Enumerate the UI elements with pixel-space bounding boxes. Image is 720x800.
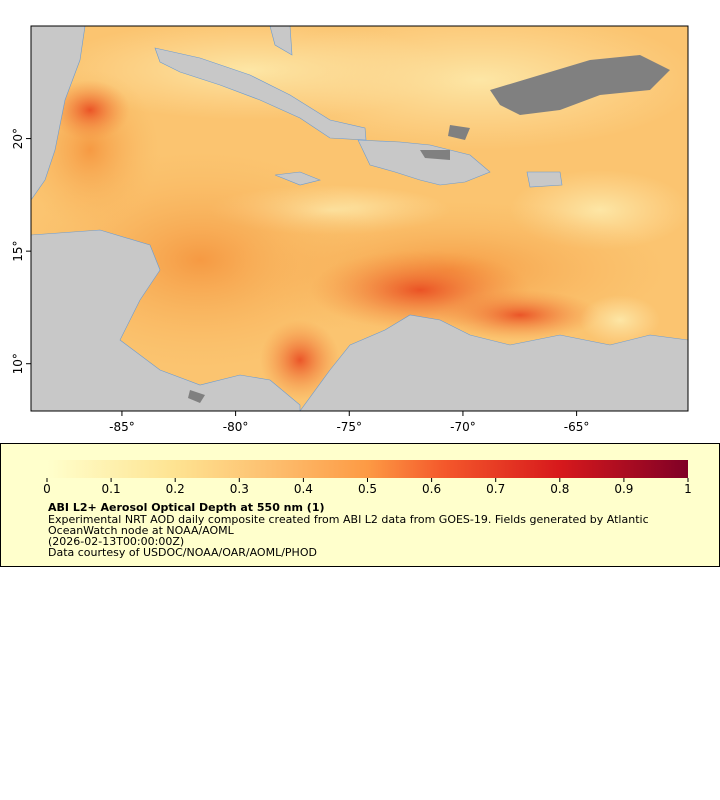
y-tick-label: 15°: [11, 241, 25, 262]
legend-line: (2026-02-13T00:00:00Z): [48, 535, 184, 548]
colorbar-tick-label: 1: [684, 482, 692, 496]
x-tick-label: -85°: [109, 420, 135, 434]
axes: -85° -80° -75° -70° -65° 10° 15° 20°: [11, 128, 589, 434]
colorbar-tick-label: 0.7: [486, 482, 505, 496]
y-tick-label: 10°: [11, 353, 25, 374]
colorbar-tick-label: 0.6: [422, 482, 441, 496]
colorbar-tick-label: 0.9: [614, 482, 633, 496]
colorbar-tick-label: 0.5: [358, 482, 377, 496]
legend-line: Data courtesy of USDOC/NOAA/OAR/AOML/PHO…: [48, 546, 317, 559]
colorbar-axis: 0 0.1 0.2 0.3 0.4 0.5 0.6 0.7 0.8 0.9 1: [43, 478, 692, 496]
map-image: [31, 26, 688, 411]
legend-line: Experimental NRT AOD daily composite cre…: [48, 513, 649, 526]
colorbar-tick-label: 0.3: [230, 482, 249, 496]
x-tick-label: -80°: [223, 420, 249, 434]
x-tick-label: -70°: [450, 420, 476, 434]
colorbar-tick-label: 0: [43, 482, 51, 496]
x-tick-label: -65°: [564, 420, 590, 434]
colorbar: [47, 460, 688, 478]
map-frame: [30, 25, 689, 412]
colorbar-tick-label: 0.2: [166, 482, 185, 496]
colorbar-tick-label: 0.8: [550, 482, 569, 496]
y-tick-label: 20°: [11, 128, 25, 149]
legend-line: OceanWatch node at NOAA/AOML: [48, 524, 235, 537]
x-tick-label: -75°: [336, 420, 362, 434]
colorbar-tick-label: 0.1: [102, 482, 121, 496]
legend-title: ABI L2+ Aerosol Optical Depth at 550 nm …: [48, 501, 325, 514]
colorbar-tick-label: 0.4: [294, 482, 313, 496]
